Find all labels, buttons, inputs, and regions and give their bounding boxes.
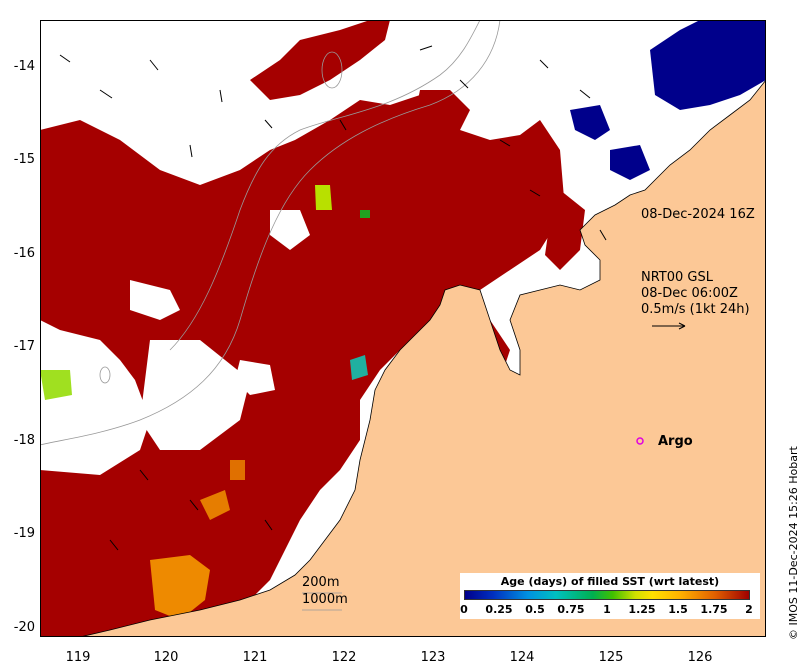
x-tick-label: 126 (687, 650, 713, 665)
isobath-1000-label: 1000m (302, 592, 348, 607)
y-tick-label: -17 (13, 339, 35, 354)
legend-tick: 0.25 (485, 603, 513, 616)
legend-tick: 2 (745, 603, 753, 616)
y-tick-label: -14 (13, 59, 35, 74)
legend-tick: 1.75 (700, 603, 728, 616)
imos-credit: © IMOS 11-Dec-2024 15:26 Hobart (787, 446, 800, 640)
x-tick-label: 119 (65, 650, 91, 665)
current-vectors (59, 45, 607, 551)
y-tick-label: -18 (13, 433, 35, 448)
argo-label: Argo (658, 434, 693, 449)
current-scale-arrow (652, 322, 686, 330)
legend-title: Age (days) of filled SST (wrt latest) (500, 575, 720, 588)
legend-colorbar (464, 590, 750, 600)
argo-float-marker (636, 437, 644, 445)
legend-tick: 0.5 (525, 603, 545, 616)
y-tick-label: -16 (13, 246, 35, 261)
image-timestamp: 08-Dec-2024 16Z (641, 207, 755, 222)
sst-map (40, 20, 766, 637)
current-source-label: NRT00 GSL (641, 270, 713, 285)
y-tick-label: -20 (13, 620, 35, 635)
legend-tick: 1.25 (628, 603, 656, 616)
x-tick-label: 125 (598, 650, 624, 665)
x-tick-label: 121 (242, 650, 268, 665)
age-legend: Age (days) of filled SST (wrt latest) 0 … (460, 573, 760, 619)
legend-tick: 0.75 (557, 603, 585, 616)
x-tick-label: 123 (420, 650, 446, 665)
x-tick-label: 120 (153, 650, 179, 665)
land-mass (79, 79, 766, 637)
legend-tick: 1 (603, 603, 611, 616)
current-time-label: 08-Dec 06:00Z (641, 286, 738, 301)
current-scale-label: 0.5m/s (1kt 24h) (641, 302, 750, 317)
map-panel (40, 20, 766, 637)
x-tick-label: 124 (509, 650, 535, 665)
legend-tick: 0 (460, 603, 468, 616)
y-tick-label: -15 (13, 152, 35, 167)
sst-filled-region (40, 20, 585, 637)
isobath-200-label: 200m (302, 575, 340, 590)
x-tick-label: 122 (331, 650, 357, 665)
isobath-contours (40, 20, 501, 446)
aged-sst-patches (40, 185, 370, 620)
old-sst-region (570, 20, 766, 180)
legend-tick: 1.5 (668, 603, 688, 616)
y-tick-label: -19 (13, 526, 35, 541)
map-border (40, 20, 766, 637)
